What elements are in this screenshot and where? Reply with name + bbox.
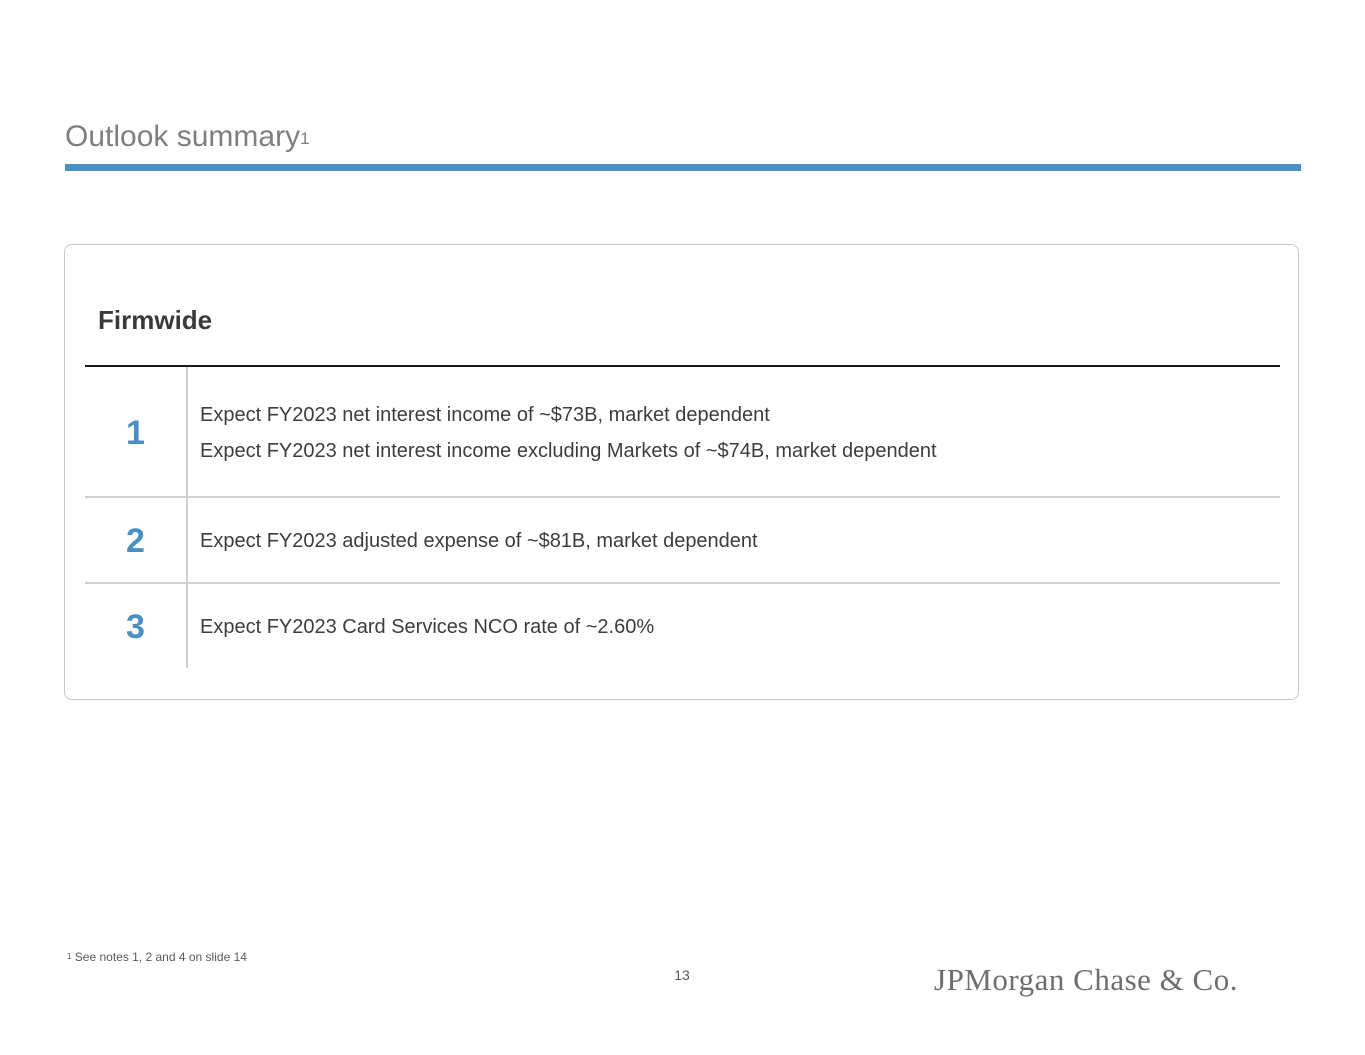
row-divider-2 [85, 582, 1280, 584]
item-1-line-2: Expect FY2023 net interest income exclud… [200, 440, 937, 462]
title-accent-rule [65, 164, 1301, 171]
footnote-text: See notes 1, 2 and 4 on slide 14 [71, 950, 247, 964]
footnote: 1 See notes 1, 2 and 4 on slide 14 [67, 950, 247, 964]
item-3-line-1: Expect FY2023 Card Services NCO rate of … [200, 616, 655, 638]
page-number: 13 [674, 967, 690, 983]
item-1-line-1: Expect FY2023 net interest income of ~$7… [200, 404, 770, 426]
section-heading: Firmwide [98, 305, 213, 335]
footnote-marker: 1 [67, 952, 72, 961]
heading-divider [85, 365, 1280, 367]
title-footnote-marker: 1 [300, 129, 310, 148]
page-title: Outlook summary1 [65, 118, 310, 156]
company-logo: JPMorgan Chase & Co. [934, 962, 1238, 997]
outlook-card [64, 244, 1299, 700]
item-number-1: 1 [126, 414, 145, 452]
page-title-text: Outlook summary [65, 120, 301, 153]
item-number-3: 3 [126, 608, 145, 646]
item-2-line-1: Expect FY2023 adjusted expense of ~$81B,… [200, 530, 758, 552]
item-number-2: 2 [126, 522, 145, 560]
row-divider-1 [85, 496, 1280, 498]
number-column-divider [186, 367, 188, 668]
